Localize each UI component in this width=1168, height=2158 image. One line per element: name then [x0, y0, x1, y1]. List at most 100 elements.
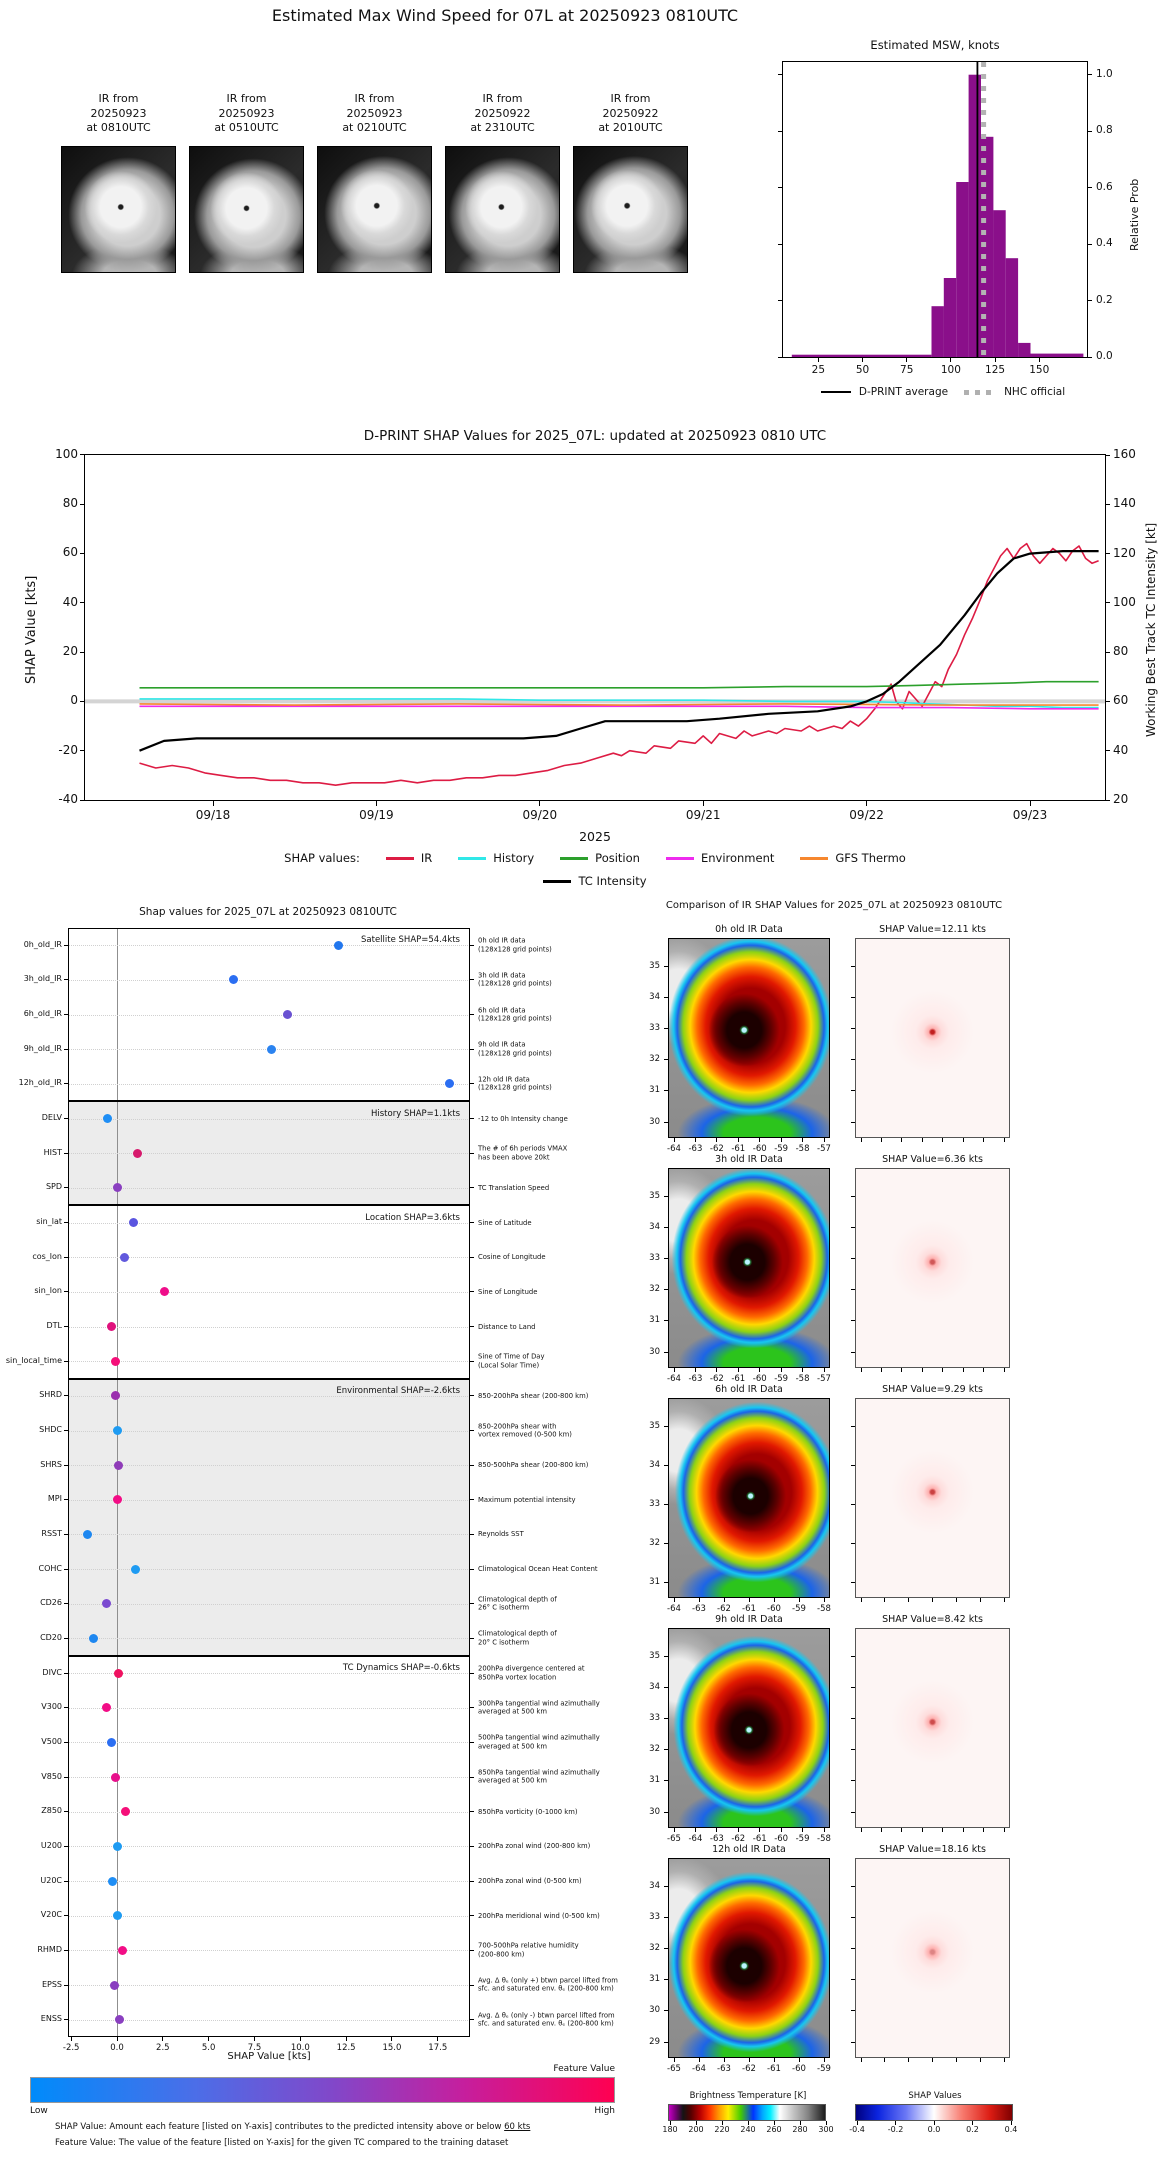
series-line-ir	[139, 542, 1099, 787]
lat-tick	[664, 1090, 668, 1092]
feature-note: The # of 6h periods VMAX has been above …	[478, 1144, 568, 1162]
bt-cb-tick	[825, 2121, 827, 2125]
lat-tick	[664, 2041, 668, 2043]
feature-shap-dot-shrd	[110, 1391, 120, 1401]
lat-tick	[851, 1320, 855, 1322]
y-tick	[1105, 750, 1110, 752]
feature-label-rsst: RSST	[41, 1528, 62, 1538]
y-tick-label: 100	[55, 446, 78, 461]
shap-map-title: SHAP Value=6.36 kts	[882, 1154, 983, 1165]
lon-tick-label: -65	[667, 2064, 681, 2074]
section-separator	[68, 1100, 470, 1103]
y-tick	[470, 1430, 474, 1432]
y-tick	[1105, 651, 1110, 653]
lon-tick	[1003, 1368, 1005, 1372]
feature-note: 12h old IR data (128x128 grid points)	[478, 1075, 552, 1092]
y-tick	[64, 1222, 68, 1224]
feature-label-shrd: SHRD	[39, 1390, 62, 1400]
feature-note: Reynolds SST	[478, 1530, 524, 1539]
lat-tick	[664, 1811, 668, 1813]
x-tick	[1038, 357, 1040, 362]
ir-thumbnail-caption: IR from 20250922 at 2310UTC	[470, 92, 535, 134]
lat-tick	[664, 1289, 668, 1291]
lon-tick	[860, 1138, 862, 1142]
y-tick	[470, 1048, 474, 1050]
legend-item-dprint-average: D-PRINT average	[820, 386, 948, 398]
feature-note: 0h old IR data (128x128 grid points)	[478, 936, 552, 954]
feature-note: 3h old IR data (128x128 grid points)	[478, 971, 552, 988]
footnote-text: SHAP Value: Amount each feature [listed …	[55, 2122, 505, 2132]
lat-tick-label: 32	[649, 1537, 660, 1548]
ir-thumbnail-caption: IR from 20250923 at 0810UTC	[86, 92, 151, 134]
series-line-tc-intensity	[139, 549, 1099, 752]
series-line-environment	[139, 705, 1099, 710]
feature-label-mpi: MPI	[47, 1494, 62, 1504]
lon-tick	[716, 1138, 718, 1142]
x-tick-label: 09/23	[1012, 808, 1048, 822]
lon-tick	[798, 1598, 800, 1602]
feature-note: -12 to 0h Intensity change	[478, 1114, 568, 1123]
lat-tick-label: 31	[649, 1315, 660, 1326]
lon-tick	[955, 2058, 957, 2062]
y-tick	[470, 1152, 474, 1154]
shap-value-footnote: SHAP Value: Amount each feature [listed …	[55, 2122, 530, 2132]
y-tick	[470, 1707, 474, 1709]
lon-tick-label: -63	[717, 2064, 731, 2074]
ir-thumbnail-caption: IR from 20250923 at 0510UTC	[214, 92, 279, 134]
y-tick	[1087, 300, 1092, 302]
feature-gridline	[68, 1014, 470, 1016]
section-separator	[68, 1204, 470, 1207]
lat-tick-label: 33	[649, 1712, 660, 1723]
x-tick	[345, 2037, 347, 2041]
lon-tick	[860, 2058, 862, 2062]
timeseries-ylabel-right: Working Best Track TC Intensity [kt]	[1144, 522, 1158, 738]
series-line-history	[139, 698, 1099, 709]
legend-item-position: Position	[560, 851, 640, 865]
y-tick-label: 0	[70, 693, 78, 708]
x-tick	[866, 800, 868, 806]
y-tick	[1105, 454, 1110, 456]
feature-gridline	[68, 1638, 470, 1640]
y-tick	[1105, 602, 1110, 604]
feature-note: 6h old IR data (128x128 grid points)	[478, 1006, 552, 1023]
lat-tick	[851, 1947, 855, 1949]
y-tick	[64, 1014, 68, 1016]
lon-tick	[802, 1828, 804, 1832]
feature-label-6h_old_ir: 6h_old_IR	[23, 1009, 62, 1019]
shap-colorbar-title: SHAP Values	[908, 2091, 962, 2101]
y-tick-label: 0.0	[1096, 350, 1113, 362]
y-tick	[80, 552, 85, 554]
feature-gridline	[68, 1742, 470, 1744]
bt-cb-tick-label: 280	[792, 2125, 808, 2134]
lat-tick	[851, 1195, 855, 1197]
x-tick	[1029, 800, 1031, 806]
y-tick	[470, 1984, 474, 1986]
lon-tick-label: -60	[752, 1374, 767, 1384]
shap-cb-tick	[856, 2121, 858, 2125]
lat-tick-label: 30	[649, 1116, 660, 1127]
histogram-bar	[791, 354, 932, 357]
y-tick	[470, 1118, 474, 1120]
timeseries-title: D-PRINT SHAP Values for 2025_07L: update…	[363, 428, 827, 444]
bt-cb-tick	[799, 2121, 801, 2125]
feature-shap-dot-rhmd	[117, 1945, 127, 1955]
feature-gridline	[68, 1846, 470, 1848]
feature-shap-dot-enss	[115, 2015, 125, 2025]
y-tick	[470, 979, 474, 981]
shap-value-map	[855, 1628, 1010, 1828]
feature-shap-dot-v20c	[113, 1911, 123, 1921]
ir-map-title: 3h old IR Data	[715, 1154, 783, 1165]
lon-tick	[983, 1138, 985, 1142]
feature-gridline	[68, 1534, 470, 1536]
lat-tick-label: 30	[649, 2005, 660, 2016]
legend-swatch	[665, 856, 694, 860]
legend-label: TC Intensity	[578, 874, 647, 888]
x-tick-label: -2.5	[62, 2043, 80, 2053]
y-tick	[80, 799, 85, 801]
feature-gridline	[68, 1395, 470, 1397]
feature-gridline	[68, 1118, 470, 1120]
feature-note: 200hPa divergence centered at 850hPa vor…	[478, 1664, 585, 1682]
feature-label-shdc: SHDC	[39, 1425, 62, 1435]
lat-tick	[664, 1979, 668, 1981]
lat-tick	[851, 1581, 855, 1583]
